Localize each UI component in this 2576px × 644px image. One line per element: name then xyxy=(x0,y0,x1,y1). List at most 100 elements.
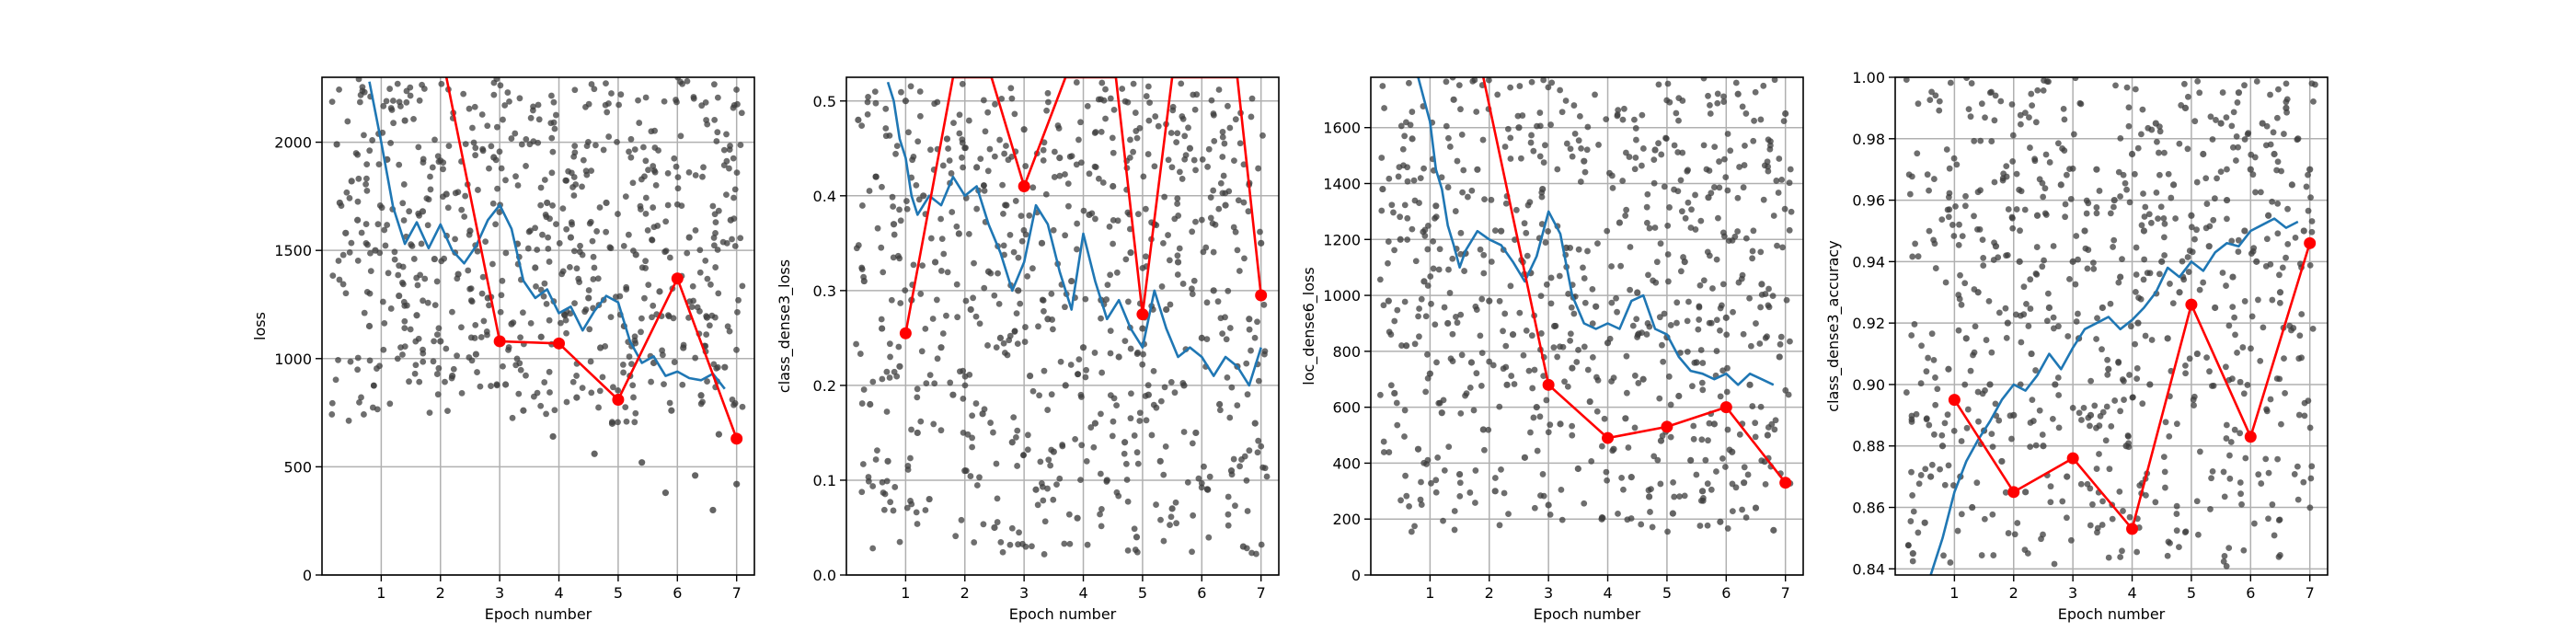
batch-point xyxy=(1922,466,1929,473)
batch-point xyxy=(1644,320,1651,327)
batch-point xyxy=(2173,420,2180,428)
batch-point xyxy=(1616,219,1624,226)
batch-point xyxy=(580,156,587,164)
batch-point xyxy=(2291,471,2298,477)
batch-point xyxy=(1926,97,1934,104)
batch-point xyxy=(517,334,523,341)
batch-point xyxy=(730,194,737,201)
batch-point xyxy=(1776,155,1783,162)
batch-point xyxy=(2207,113,2214,121)
batch-point xyxy=(1214,298,1222,305)
batch-point xyxy=(673,163,680,170)
batch-point xyxy=(2274,455,2282,463)
batch-point xyxy=(1240,161,1248,168)
batch-point xyxy=(2248,313,2256,320)
batch-point xyxy=(588,167,595,174)
batch-point xyxy=(2267,141,2274,148)
batch-point xyxy=(1511,381,1518,387)
batch-point xyxy=(345,417,352,424)
batch-point xyxy=(2234,350,2240,356)
batch-point xyxy=(1226,325,1234,331)
batch-point xyxy=(2110,236,2118,244)
batch-point xyxy=(1976,226,1984,233)
batch-point xyxy=(2050,314,2057,321)
batch-point xyxy=(1449,330,1456,338)
batch-point xyxy=(466,354,473,361)
batch-point xyxy=(1631,372,1639,379)
batch-point xyxy=(1014,340,1021,348)
batch-point xyxy=(582,167,590,175)
batch-point xyxy=(1762,480,1769,488)
batch-point xyxy=(2173,511,2180,517)
batch-point xyxy=(1727,147,1734,155)
batch-point xyxy=(1580,264,1586,271)
batch-point xyxy=(558,270,566,278)
batch-point xyxy=(933,296,940,304)
batch-point xyxy=(416,97,423,104)
batch-point xyxy=(656,288,663,295)
batch-point xyxy=(518,141,525,148)
batch-point xyxy=(1223,336,1230,343)
batch-point xyxy=(567,234,575,241)
batch-point xyxy=(386,86,394,92)
batch-point xyxy=(1536,109,1544,116)
batch-point xyxy=(1174,201,1181,207)
batch-point xyxy=(458,389,466,397)
batch-point xyxy=(1243,477,1250,484)
batch-point xyxy=(1756,340,1764,347)
batch-point xyxy=(1654,456,1662,464)
batch-point xyxy=(2294,463,2301,470)
batch-point xyxy=(1167,301,1174,308)
batch-point xyxy=(1167,522,1173,529)
batch-point xyxy=(733,169,741,177)
batch-point xyxy=(1385,259,1391,267)
batch-point xyxy=(1485,426,1492,433)
batch-point xyxy=(395,271,402,279)
batch-point xyxy=(1447,355,1455,362)
epoch-marker xyxy=(2304,236,2317,249)
batch-point xyxy=(2138,222,2145,229)
smoothed-line xyxy=(886,81,1262,387)
batch-point xyxy=(685,234,693,241)
batch-point xyxy=(1788,208,1795,215)
batch-point xyxy=(478,290,486,297)
batch-point xyxy=(1418,295,1425,303)
batch-point xyxy=(2245,130,2252,137)
batch-point xyxy=(642,194,650,201)
batch-point xyxy=(1685,167,1691,174)
batch-point xyxy=(336,276,343,283)
batch-point xyxy=(1394,306,1401,314)
batch-point xyxy=(2209,136,2216,143)
batch-point xyxy=(903,198,910,204)
batch-point xyxy=(407,92,414,99)
batch-point xyxy=(553,221,559,228)
batch-point xyxy=(959,136,966,144)
batch-point xyxy=(723,191,730,199)
batch-point xyxy=(2126,372,2133,378)
x-tick-label: 6 xyxy=(673,584,682,602)
batch-point xyxy=(2099,522,2106,528)
batch-point xyxy=(1219,133,1226,141)
batch-point xyxy=(991,292,998,299)
batch-point xyxy=(679,80,685,87)
batch-point xyxy=(1776,353,1783,361)
batch-point xyxy=(2158,258,2166,265)
batch-point xyxy=(910,153,917,160)
batch-point xyxy=(1704,522,1711,529)
batch-point xyxy=(1446,144,1454,150)
batch-point xyxy=(1619,178,1627,184)
batch-point xyxy=(2096,188,2103,194)
batch-point xyxy=(2276,299,2283,306)
batch-point xyxy=(971,539,978,546)
batch-point xyxy=(1457,106,1464,113)
batch-point xyxy=(1097,511,1103,518)
batch-point xyxy=(2133,271,2140,278)
batch-point xyxy=(1946,165,1953,172)
epoch-line xyxy=(1482,77,1787,484)
smoothed-line xyxy=(1929,217,2299,575)
batch-point xyxy=(1121,450,1128,457)
batch-point xyxy=(874,224,881,232)
batch-point xyxy=(1524,201,1532,209)
batch-point xyxy=(864,110,871,118)
batch-point xyxy=(1416,305,1422,312)
